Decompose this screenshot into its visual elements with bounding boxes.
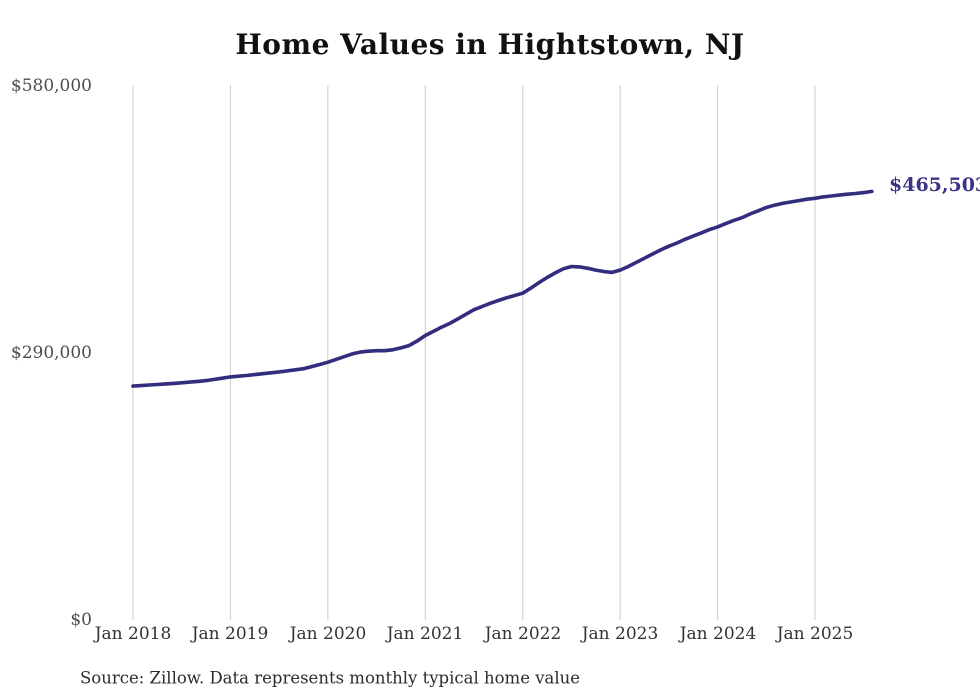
- x-tick-label: Jan 2020: [289, 624, 367, 644]
- chart-title: Home Values in Hightstown, NJ: [235, 28, 745, 61]
- x-tick-label: Jan 2022: [484, 624, 562, 644]
- x-tick-label: Jan 2021: [386, 624, 464, 644]
- x-tick-label: Jan 2023: [581, 624, 659, 644]
- latest-value-label: $465,503: [889, 174, 980, 196]
- source-note: Source: Zillow. Data represents monthly …: [80, 668, 581, 688]
- y-tick-label: $580,000: [10, 76, 92, 96]
- y-tick-label: $0: [70, 610, 92, 630]
- x-tick-label: Jan 2025: [776, 624, 854, 644]
- home-value-line: [131, 189, 874, 388]
- y-tick-label: $290,000: [10, 343, 92, 363]
- gridlines-group: [132, 85, 816, 620]
- x-tick-label: Jan 2018: [94, 624, 172, 644]
- x-tick-label: Jan 2019: [191, 624, 269, 644]
- x-tick-label: Jan 2024: [679, 624, 757, 644]
